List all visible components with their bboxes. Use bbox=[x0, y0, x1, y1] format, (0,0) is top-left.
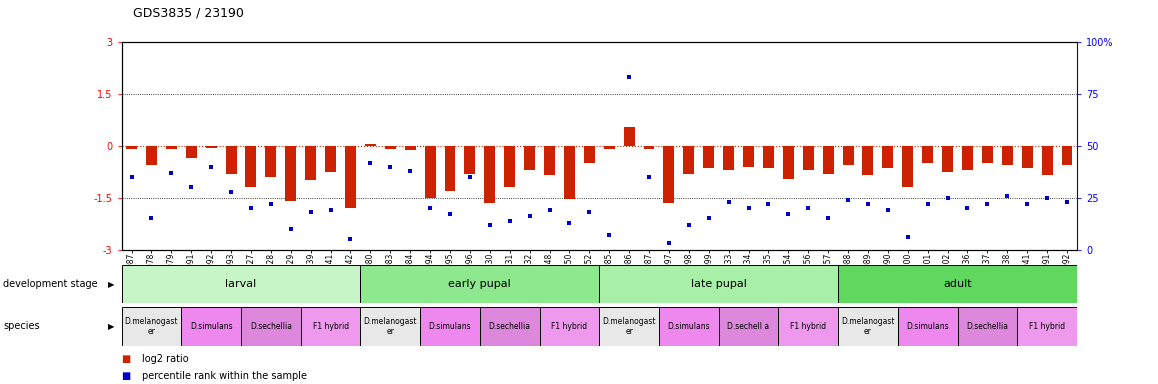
Bar bbox=[802, 146, 814, 170]
Bar bbox=[624, 127, 635, 146]
Text: ▶: ▶ bbox=[108, 322, 115, 331]
Bar bbox=[703, 146, 714, 169]
Bar bbox=[863, 146, 873, 175]
Text: F1 hybrid: F1 hybrid bbox=[1029, 322, 1065, 331]
Text: adult: adult bbox=[944, 279, 972, 289]
Bar bbox=[360, 307, 420, 346]
Bar bbox=[265, 146, 277, 177]
Text: early pupal: early pupal bbox=[448, 279, 511, 289]
Text: D.sechellia: D.sechellia bbox=[250, 322, 292, 331]
Text: D.sechell a: D.sechell a bbox=[727, 322, 770, 331]
Bar bbox=[464, 146, 476, 174]
Text: F1 hybrid: F1 hybrid bbox=[551, 322, 587, 331]
Bar bbox=[1002, 146, 1013, 165]
Text: D.simulans: D.simulans bbox=[428, 322, 471, 331]
Bar bbox=[763, 146, 774, 169]
Text: GDS3835 / 23190: GDS3835 / 23190 bbox=[133, 6, 244, 19]
Text: D.sechellia: D.sechellia bbox=[967, 322, 1009, 331]
Text: D.simulans: D.simulans bbox=[190, 322, 233, 331]
Bar bbox=[122, 265, 360, 303]
Bar bbox=[185, 146, 197, 158]
Bar bbox=[1021, 146, 1033, 169]
Text: late pupal: late pupal bbox=[690, 279, 747, 289]
Bar bbox=[345, 146, 356, 208]
Bar bbox=[166, 146, 177, 149]
Bar bbox=[360, 265, 600, 303]
Text: species: species bbox=[3, 321, 41, 331]
Text: larval: larval bbox=[226, 279, 257, 289]
Bar bbox=[540, 307, 600, 346]
Text: ■: ■ bbox=[122, 354, 131, 364]
Bar bbox=[525, 146, 535, 170]
Bar bbox=[719, 307, 778, 346]
Bar bbox=[683, 146, 695, 174]
Bar bbox=[1062, 146, 1072, 165]
Bar bbox=[301, 307, 360, 346]
Bar bbox=[943, 146, 953, 172]
Bar bbox=[778, 307, 838, 346]
Bar bbox=[1041, 146, 1053, 175]
Bar bbox=[644, 146, 654, 149]
Bar bbox=[245, 146, 256, 187]
Bar bbox=[600, 265, 838, 303]
Bar bbox=[822, 146, 834, 174]
Bar bbox=[743, 146, 754, 167]
Bar bbox=[922, 146, 933, 163]
Bar bbox=[226, 146, 236, 174]
Bar bbox=[982, 146, 992, 163]
Bar bbox=[1017, 307, 1077, 346]
Bar bbox=[504, 146, 515, 187]
Bar bbox=[122, 307, 182, 346]
Bar bbox=[897, 307, 958, 346]
Bar bbox=[425, 146, 435, 198]
Bar bbox=[404, 146, 416, 150]
Bar bbox=[564, 146, 574, 200]
Text: D.simulans: D.simulans bbox=[667, 322, 710, 331]
Bar bbox=[659, 307, 719, 346]
Bar bbox=[325, 146, 336, 172]
Bar bbox=[723, 146, 734, 170]
Bar bbox=[182, 307, 241, 346]
Bar bbox=[479, 307, 540, 346]
Bar bbox=[584, 146, 595, 163]
Bar bbox=[600, 307, 659, 346]
Bar bbox=[902, 146, 914, 187]
Text: percentile rank within the sample: percentile rank within the sample bbox=[142, 371, 307, 381]
Bar bbox=[285, 146, 296, 201]
Text: D.sechellia: D.sechellia bbox=[489, 322, 530, 331]
Text: F1 hybrid: F1 hybrid bbox=[790, 322, 827, 331]
Bar bbox=[206, 146, 217, 148]
Bar bbox=[445, 146, 455, 191]
Bar bbox=[544, 146, 555, 175]
Text: log2 ratio: log2 ratio bbox=[142, 354, 189, 364]
Bar bbox=[384, 146, 396, 149]
Bar bbox=[843, 146, 853, 165]
Bar bbox=[146, 146, 157, 165]
Text: D.melanogast
er: D.melanogast er bbox=[364, 317, 417, 336]
Bar bbox=[664, 146, 674, 203]
Text: D.simulans: D.simulans bbox=[907, 322, 948, 331]
Text: D.melanogast
er: D.melanogast er bbox=[602, 317, 655, 336]
Bar bbox=[241, 307, 301, 346]
Bar bbox=[958, 307, 1017, 346]
Bar bbox=[420, 307, 479, 346]
Bar bbox=[838, 307, 897, 346]
Text: F1 hybrid: F1 hybrid bbox=[313, 322, 349, 331]
Bar bbox=[603, 146, 615, 149]
Bar bbox=[365, 144, 376, 146]
Text: ■: ■ bbox=[122, 371, 131, 381]
Bar bbox=[838, 265, 1077, 303]
Text: D.melanogast
er: D.melanogast er bbox=[125, 317, 178, 336]
Text: development stage: development stage bbox=[3, 279, 98, 289]
Bar bbox=[962, 146, 973, 170]
Text: ▶: ▶ bbox=[108, 280, 115, 289]
Text: D.melanogast
er: D.melanogast er bbox=[841, 317, 895, 336]
Bar bbox=[306, 146, 316, 180]
Bar bbox=[783, 146, 794, 179]
Bar bbox=[484, 146, 496, 203]
Bar bbox=[882, 146, 893, 169]
Bar bbox=[126, 146, 137, 149]
